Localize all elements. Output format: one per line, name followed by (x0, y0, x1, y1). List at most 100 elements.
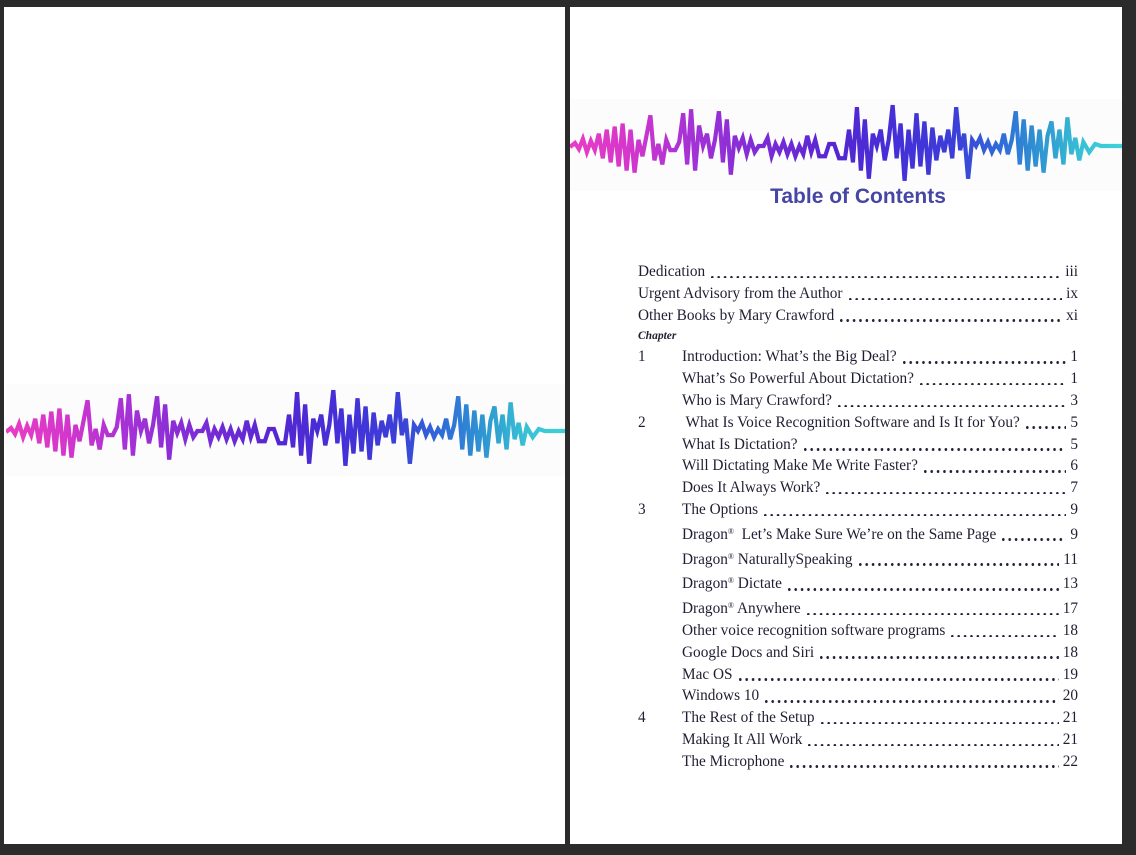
toc-chapter-number: 3 (638, 500, 646, 518)
toc-entry-title[interactable]: Dragon® Let’s Make Sure We’re on the Sam… (682, 525, 997, 543)
toc-dot-leader (735, 664, 1061, 686)
toc-entry-title[interactable]: The Rest of the Setup (682, 709, 815, 727)
toc-entry-title[interactable]: What Is Voice Recognition Software and I… (682, 413, 1020, 431)
toc-list: Dedication iii Urgent Advisory from the … (638, 261, 1078, 773)
toc-page-number[interactable]: 5 (1070, 435, 1078, 453)
toc-dot-leader (855, 546, 1062, 571)
toc-entry-title[interactable]: Other Books by Mary Crawford (638, 306, 835, 324)
toc-page-number[interactable]: 1 (1070, 348, 1078, 366)
toc-page-number[interactable]: 21 (1062, 730, 1078, 748)
toc-dot-leader (803, 595, 1061, 620)
toc-chapter-number: 1 (638, 348, 646, 366)
toc-row[interactable]: What Is Dictation? 5 (638, 434, 1078, 456)
toc-entry-title[interactable]: Google Docs and Siri (682, 643, 815, 661)
toc-entry-title[interactable]: Other voice recognition software program… (682, 621, 946, 639)
toc-entry-title[interactable]: What Is Dictation? (682, 435, 798, 453)
toc-page-number[interactable]: ix (1066, 284, 1078, 302)
toc-dot-leader (817, 707, 1061, 729)
toc-row[interactable]: Dragon® Anywhere 17 (638, 595, 1078, 620)
toc-dot-leader (916, 368, 1068, 390)
toc-entry-title[interactable]: Dragon® NaturallySpeaking (682, 550, 853, 568)
toc-row[interactable]: 1 Introduction: What’s the Big Deal? 1 (638, 346, 1078, 368)
toc-entry-title[interactable]: Introduction: What’s the Big Deal? (682, 348, 897, 366)
toc-dot-leader (845, 283, 1065, 305)
toc-chapter-number: 2 (638, 413, 646, 431)
toc-dot-leader (1022, 412, 1069, 434)
page-title: Table of Contents (770, 185, 946, 208)
toc-dot-leader (920, 455, 1068, 477)
toc-entry-title[interactable]: Dragon® Dictate (682, 575, 782, 593)
toc-row[interactable]: Dragon® Dictate 13 (638, 570, 1078, 595)
toc-entry-title[interactable]: Who is Mary Crawford? (682, 391, 832, 409)
toc-row[interactable]: The Microphone 22 (638, 751, 1078, 773)
toc-dot-leader (804, 729, 1060, 751)
toc-row[interactable]: Does It Always Work? 7 (638, 477, 1078, 499)
waveform-icon (570, 99, 1122, 191)
toc-row[interactable]: What’s So Powerful About Dictation? 1 (638, 368, 1078, 390)
toc-page-number[interactable]: 20 (1062, 687, 1078, 705)
toc-page-number[interactable]: 22 (1062, 752, 1078, 770)
toc-page-number[interactable]: 6 (1070, 457, 1078, 475)
toc-page-number[interactable]: 18 (1062, 621, 1078, 639)
toc-entry-title[interactable]: What’s So Powerful About Dictation? (682, 370, 914, 388)
toc-entry-title[interactable]: Will Dictating Make Me Write Faster? (682, 457, 918, 475)
toc-row[interactable]: Mac OS 19 (638, 664, 1078, 686)
toc-page-number[interactable]: 11 (1063, 550, 1078, 568)
toc-row[interactable]: Who is Mary Crawford? 3 (638, 390, 1078, 412)
toc-dot-leader (786, 751, 1060, 773)
toc-entry-title[interactable]: Dedication (638, 263, 706, 280)
toc-entry-title[interactable]: Mac OS (682, 665, 733, 683)
toc-page-number[interactable]: 13 (1062, 575, 1078, 593)
toc-row[interactable]: Other voice recognition software program… (638, 620, 1078, 642)
toc-row[interactable]: Other Books by Mary Crawford xi (638, 305, 1078, 327)
toc-row[interactable]: Dedication iii (638, 261, 1078, 283)
toc-row[interactable]: 4 The Rest of the Setup 21 (638, 707, 1078, 729)
toc-chapter-number: 4 (638, 709, 646, 727)
toc-page-number[interactable]: 9 (1070, 500, 1078, 518)
toc-page-number[interactable]: xi (1066, 306, 1078, 324)
toc-dot-leader (761, 685, 1061, 707)
waveform-graphic (6, 384, 565, 476)
toc-row[interactable]: 2 What Is Voice Recognition Software and… (638, 412, 1078, 434)
toc-entry-title[interactable]: Does It Always Work? (682, 479, 821, 497)
toc-page-number[interactable]: 17 (1062, 600, 1078, 618)
toc-dot-leader (760, 499, 1068, 521)
toc-row[interactable]: Google Docs and Siri 18 (638, 642, 1078, 664)
toc-page-number[interactable]: 19 (1062, 665, 1078, 683)
toc-dot-leader (816, 642, 1061, 664)
toc-row[interactable]: Will Dictating Make Me Write Faster? 6 (638, 455, 1078, 477)
toc-entry-title[interactable]: Windows 10 (682, 687, 760, 705)
toc-page-number[interactable]: 9 (1070, 525, 1078, 543)
toc-entry-title[interactable]: The Options (682, 500, 759, 518)
toc-row[interactable]: Chapter (638, 326, 1078, 346)
toc-entry-title[interactable]: Making It All Work (682, 730, 803, 748)
toc-dot-leader (998, 521, 1068, 546)
toc-entry-title[interactable]: Dragon® Anywhere (682, 600, 801, 618)
toc-row[interactable]: Dragon® Let’s Make Sure We’re on the Sam… (638, 521, 1078, 546)
toc-entry-title[interactable]: Chapter (638, 330, 677, 343)
left-page (4, 7, 565, 844)
toc-dot-leader (707, 261, 1063, 283)
toc-page-number[interactable]: 21 (1062, 709, 1078, 727)
toc-dot-leader (834, 390, 1068, 412)
toc-dot-leader (800, 434, 1069, 456)
right-page: Table of Contents Dedication iii Urgent … (570, 7, 1122, 844)
toc-page-number[interactable]: 18 (1062, 643, 1078, 661)
toc-row[interactable]: Windows 10 20 (638, 685, 1078, 707)
toc-entry-title[interactable]: The Microphone (682, 752, 785, 770)
toc-dot-leader (947, 620, 1060, 642)
toc-row[interactable]: Urgent Advisory from the Author ix (638, 283, 1078, 305)
toc-page-number[interactable]: 3 (1070, 391, 1078, 409)
waveform-icon (6, 384, 565, 476)
toc-page-number[interactable]: 5 (1070, 413, 1078, 431)
waveform-graphic (570, 99, 1122, 191)
toc-row[interactable]: Making It All Work 21 (638, 729, 1078, 751)
toc-dot-leader (836, 305, 1064, 327)
toc-page-number[interactable]: 1 (1070, 370, 1078, 388)
toc-row[interactable]: 3 The Options 9 (638, 499, 1078, 521)
toc-entry-title[interactable]: Urgent Advisory from the Author (638, 284, 843, 302)
toc-page-number[interactable]: iii (1065, 263, 1078, 280)
toc-row[interactable]: Dragon® NaturallySpeaking 11 (638, 546, 1078, 571)
toc-page-number[interactable]: 7 (1070, 479, 1078, 497)
